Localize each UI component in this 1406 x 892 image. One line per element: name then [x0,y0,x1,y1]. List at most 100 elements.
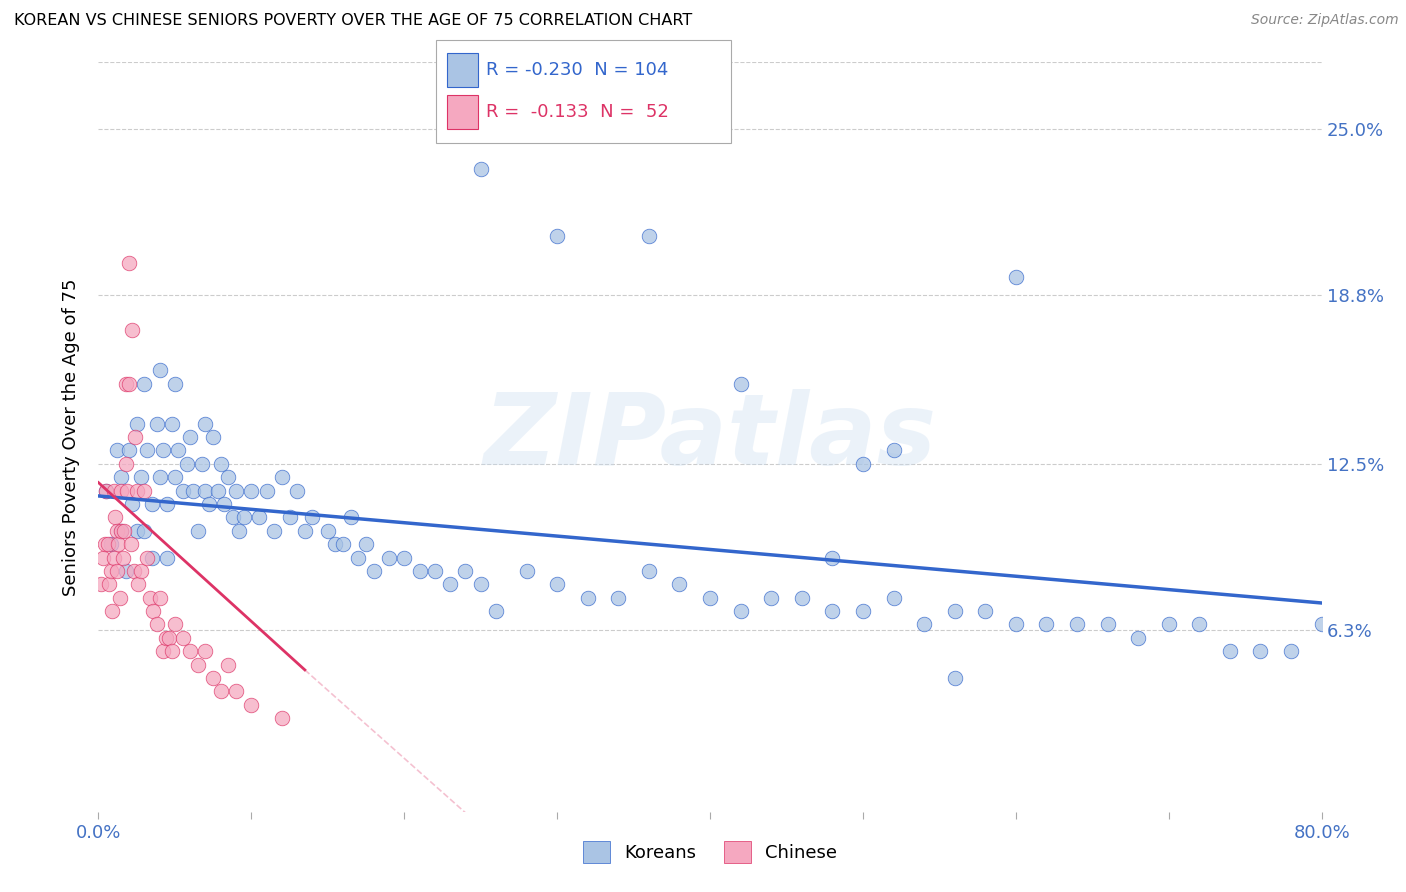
Point [112,524,135,538]
Point [194,483,217,498]
Point [852,457,875,471]
Point [103,550,125,565]
Point [163,376,186,391]
Point [943,671,966,685]
Point [270,470,292,484]
Point [110,524,132,538]
Y-axis label: Seniors Poverty Over the Age of 75: Seniors Poverty Over the Age of 75 [62,278,80,596]
Point [104,510,127,524]
Point [91,550,114,565]
Point [120,537,142,551]
Point [181,483,204,498]
Text: R = -0.230  N = 104: R = -0.230 N = 104 [486,61,669,78]
Point [94,483,117,498]
Point [423,564,446,578]
Point [607,591,630,605]
Point [115,564,138,578]
Point [197,497,219,511]
Point [101,604,124,618]
Point [121,323,143,337]
Point [149,363,172,377]
Point [222,510,245,524]
Point [156,497,179,511]
Point [209,684,232,698]
Point [149,470,172,484]
Legend: Koreans, Chinese: Koreans, Chinese [575,834,845,870]
Point [1310,617,1333,632]
Point [90,577,112,591]
Point [118,256,141,270]
Point [225,684,247,698]
Point [145,417,167,431]
Point [354,537,377,551]
Point [470,577,492,591]
Point [100,537,122,551]
Point [191,457,214,471]
Point [470,162,492,177]
Point [125,483,148,498]
Point [100,564,122,578]
Text: ZIPatlas: ZIPatlas [484,389,936,485]
Point [546,577,568,591]
Point [172,631,194,645]
Point [172,483,194,498]
Point [155,631,177,645]
Point [134,524,156,538]
Point [1035,617,1057,632]
Point [408,564,430,578]
Point [152,644,174,658]
Point [179,430,201,444]
Point [105,564,128,578]
Point [883,443,905,458]
Point [93,537,115,551]
Point [110,524,132,538]
Point [176,457,198,471]
Point [105,443,128,458]
Point [108,591,131,605]
Point [294,524,316,538]
Point [225,483,247,498]
Point [187,657,209,672]
Point [339,510,361,524]
Point [285,483,308,498]
Point [378,550,401,565]
Point [110,483,132,498]
Point [240,698,263,712]
Point [115,457,138,471]
Point [149,591,172,605]
Point [546,229,568,244]
Point [699,591,721,605]
Point [163,470,186,484]
Point [392,550,416,565]
Point [347,550,370,565]
Point [157,631,180,645]
Point [121,497,143,511]
Point [134,376,156,391]
Point [115,376,138,391]
Point [145,617,167,632]
Point [118,443,141,458]
Point [142,604,165,618]
Point [576,591,599,605]
Point [852,604,875,618]
Point [141,550,163,565]
Point [107,537,129,551]
Point [301,510,323,524]
Text: KOREAN VS CHINESE SENIORS POVERTY OVER THE AGE OF 75 CORRELATION CHART: KOREAN VS CHINESE SENIORS POVERTY OVER T… [14,13,692,29]
Point [167,443,190,458]
Point [912,617,935,632]
Point [152,443,174,458]
Point [1097,617,1119,632]
Point [454,564,477,578]
Point [202,671,225,685]
Point [141,497,163,511]
Point [883,591,905,605]
Point [278,510,301,524]
Point [228,524,250,538]
Point [1279,644,1302,658]
Point [1128,631,1150,645]
Point [270,711,292,725]
Point [117,483,139,498]
Point [240,483,263,498]
Point [125,417,148,431]
